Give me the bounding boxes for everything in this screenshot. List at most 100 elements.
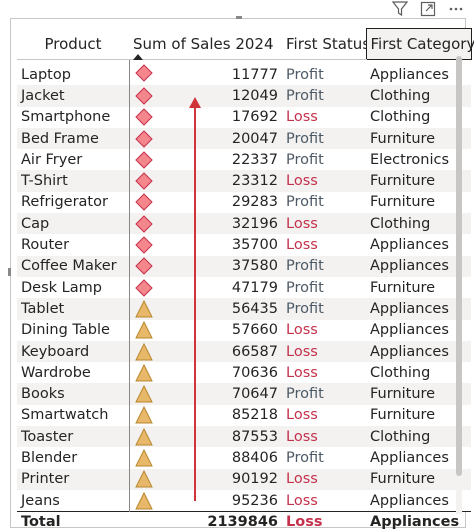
- category-cell: Clothing: [366, 426, 471, 448]
- category-cell: Appliances: [366, 234, 471, 256]
- yellow-triangle-icon: [134, 470, 153, 488]
- status-cell: Profit: [282, 85, 366, 107]
- table-row[interactable]: Blender 88406 Profit Appliances: [17, 447, 471, 469]
- table-body: Laptop 11777 Profit Appliances Jacket 12049 Pr…: [17, 59, 471, 512]
- sales-cell: 70636: [128, 362, 282, 384]
- sales-cell: 32196: [128, 213, 282, 235]
- filter-icon[interactable]: [390, 0, 410, 18]
- status-cell: Loss: [282, 362, 366, 384]
- red-diamond-icon: [134, 63, 153, 82]
- yellow-triangle-icon: [134, 321, 153, 339]
- status-cell: Loss: [282, 340, 366, 363]
- category-cell: Furniture: [366, 383, 471, 405]
- table-row[interactable]: Dining Table 57660 Loss Appliances: [17, 319, 471, 341]
- vertical-scrollbar[interactable]: [456, 56, 462, 514]
- product-cell: Desk Lamp: [17, 276, 129, 299]
- red-diamond-icon: [134, 87, 153, 105]
- header-status[interactable]: First Status: [282, 28, 370, 60]
- status-cell: Profit: [282, 149, 366, 171]
- table-row[interactable]: Air Fryer 22337 Profit Electronics: [17, 149, 471, 171]
- resize-handle-top[interactable]: [236, 16, 242, 19]
- table-row[interactable]: Bed Frame 20047 Profit Furniture: [17, 127, 471, 150]
- table-row[interactable]: Books 70647 Profit Furniture: [17, 383, 471, 405]
- yellow-triangle-icon: [134, 491, 153, 510]
- status-cell: Loss: [282, 170, 366, 192]
- table-row[interactable]: Jacket 12049 Profit Clothing: [17, 85, 471, 107]
- sales-cell: 47179: [128, 276, 282, 299]
- sales-value: 88406: [231, 449, 278, 466]
- status-cell: Profit: [282, 59, 366, 86]
- sales-cell: 87553: [128, 426, 282, 448]
- table-row[interactable]: T-Shirt 23312 Loss Furniture: [17, 170, 471, 192]
- table-row[interactable]: Tablet 56435 Profit Appliances: [17, 298, 471, 320]
- sales-cell: 37580: [128, 255, 282, 277]
- sales-value: 70636: [231, 364, 278, 381]
- product-cell: Coffee Maker: [17, 255, 129, 277]
- table-row[interactable]: Laptop 11777 Profit Appliances: [17, 59, 471, 86]
- red-arrow-annotation: [189, 97, 201, 501]
- sales-value: 12049: [231, 87, 278, 104]
- header-category[interactable]: First Category: [365, 28, 474, 60]
- product-cell: Refrigerator: [17, 191, 129, 214]
- sales-value: 22337: [231, 151, 278, 168]
- table-row[interactable]: Desk Lamp 47179 Profit Furniture: [17, 276, 471, 299]
- red-diamond-icon: [134, 108, 153, 126]
- focus-mode-icon[interactable]: [418, 0, 438, 18]
- sales-value: 20047: [231, 130, 278, 147]
- product-cell: Books: [17, 383, 129, 405]
- table-row[interactable]: Toaster 87553 Loss Clothing: [17, 426, 471, 448]
- yellow-triangle-icon: [134, 363, 153, 382]
- category-cell: Electronics: [366, 149, 471, 171]
- table-row[interactable]: Printer 90192 Loss Furniture: [17, 468, 471, 490]
- category-cell: Clothing: [366, 362, 471, 384]
- table-row[interactable]: Refrigerator 29283 Profit Furniture: [17, 191, 471, 214]
- product-cell: Router: [17, 234, 129, 256]
- table-row[interactable]: Wardrobe 70636 Loss Clothing: [17, 362, 471, 384]
- table-row[interactable]: Coffee Maker 37580 Profit Appliances: [17, 255, 471, 277]
- status-cell: Loss: [282, 489, 366, 512]
- product-cell: Keyboard: [17, 340, 129, 363]
- status-cell: Profit: [282, 298, 366, 320]
- yellow-triangle-icon: [134, 406, 153, 424]
- sales-cell: 23312: [128, 170, 282, 192]
- status-cell: Loss: [282, 234, 366, 256]
- table-row[interactable]: Jeans 95236 Loss Appliances: [17, 489, 471, 512]
- product-cell: Dining Table: [17, 319, 129, 341]
- resize-handle-left[interactable]: [8, 268, 11, 276]
- product-cell: Blender: [17, 447, 129, 469]
- table-row[interactable]: Keyboard 66587 Loss Appliances: [17, 340, 471, 363]
- table-row[interactable]: Smartphone 17692 Loss Clothing: [17, 106, 471, 128]
- status-cell: Loss: [282, 468, 366, 490]
- header-product[interactable]: Product: [17, 28, 129, 60]
- yellow-triangle-icon: [134, 299, 153, 318]
- category-cell: Furniture: [366, 127, 471, 150]
- sales-table: Product Sum of Sales 2024 First Status F…: [17, 28, 474, 532]
- sales-value: 37580: [231, 258, 278, 275]
- table-row[interactable]: Smartwatch 85218 Loss Furniture: [17, 404, 471, 427]
- header-sales[interactable]: Sum of Sales 2024: [129, 28, 282, 60]
- product-cell: Bed Frame: [17, 127, 129, 150]
- status-cell: Loss: [282, 404, 366, 427]
- sales-cell: 85218: [128, 404, 282, 427]
- product-cell: Air Fryer: [17, 149, 129, 171]
- visual-header: [390, 0, 466, 18]
- product-cell: Wardrobe: [17, 362, 129, 384]
- sales-cell: 20047: [128, 127, 282, 150]
- product-cell: Toaster: [17, 426, 129, 448]
- sales-value: 57660: [231, 322, 278, 339]
- category-cell: Clothing: [366, 213, 471, 235]
- sales-value: 85218: [231, 407, 278, 424]
- table-row[interactable]: Router 35700 Loss Appliances: [17, 234, 471, 256]
- status-cell: Profit: [282, 276, 366, 299]
- product-cell: Printer: [17, 468, 129, 490]
- status-cell: Loss: [282, 106, 366, 128]
- scrollbar-thumb[interactable]: [456, 56, 462, 476]
- product-cell: T-Shirt: [17, 170, 129, 192]
- total-category: Appliances: [366, 511, 471, 532]
- status-cell: Profit: [282, 447, 366, 469]
- table-row[interactable]: Cap 32196 Loss Clothing: [17, 213, 471, 235]
- more-options-icon[interactable]: [446, 0, 466, 18]
- sales-cell: 11777: [128, 59, 282, 86]
- category-cell: Furniture: [366, 276, 471, 299]
- table-header-row: Product Sum of Sales 2024 First Status F…: [17, 28, 474, 60]
